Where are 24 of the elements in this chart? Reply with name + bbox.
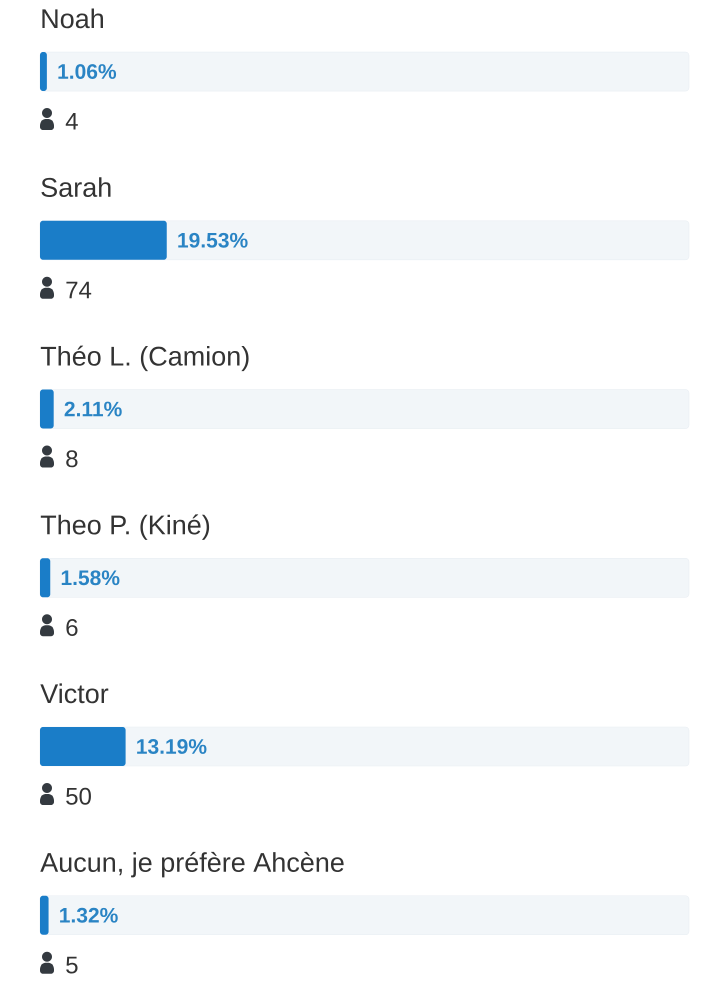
data-label: 19.53%: [178, 232, 248, 248]
y-tick-label: Noah: [42, 8, 103, 28]
data-label: 2.11%: [64, 402, 122, 416]
y-tick-label: Theo P. (Kiné): [40, 514, 210, 540]
y-tick-label: Sarah: [41, 177, 110, 198]
y-tick-label: Aucun, je préfère Ahcène: [40, 852, 344, 878]
y-tick-label: Victor: [40, 683, 108, 704]
data-label: 1.32%: [60, 908, 118, 923]
data-label: 1.06%: [58, 64, 116, 79]
bar: [40, 558, 50, 598]
annotation: 4: [66, 113, 78, 130]
annotation: 8: [66, 450, 78, 468]
y-tick-label: Théo L. (Camion): [40, 346, 249, 372]
bar: [40, 390, 54, 429]
data-label: 1.58%: [62, 570, 120, 586]
annotation: 6: [66, 619, 78, 636]
bar: [40, 52, 47, 92]
bar: [40, 896, 49, 935]
bar: [40, 727, 126, 766]
data-label: 13.19%: [137, 739, 206, 754]
bar: [40, 220, 167, 260]
text: 5: [66, 956, 78, 974]
annotation: 74: [66, 282, 92, 298]
annotation: 50: [66, 788, 91, 805]
